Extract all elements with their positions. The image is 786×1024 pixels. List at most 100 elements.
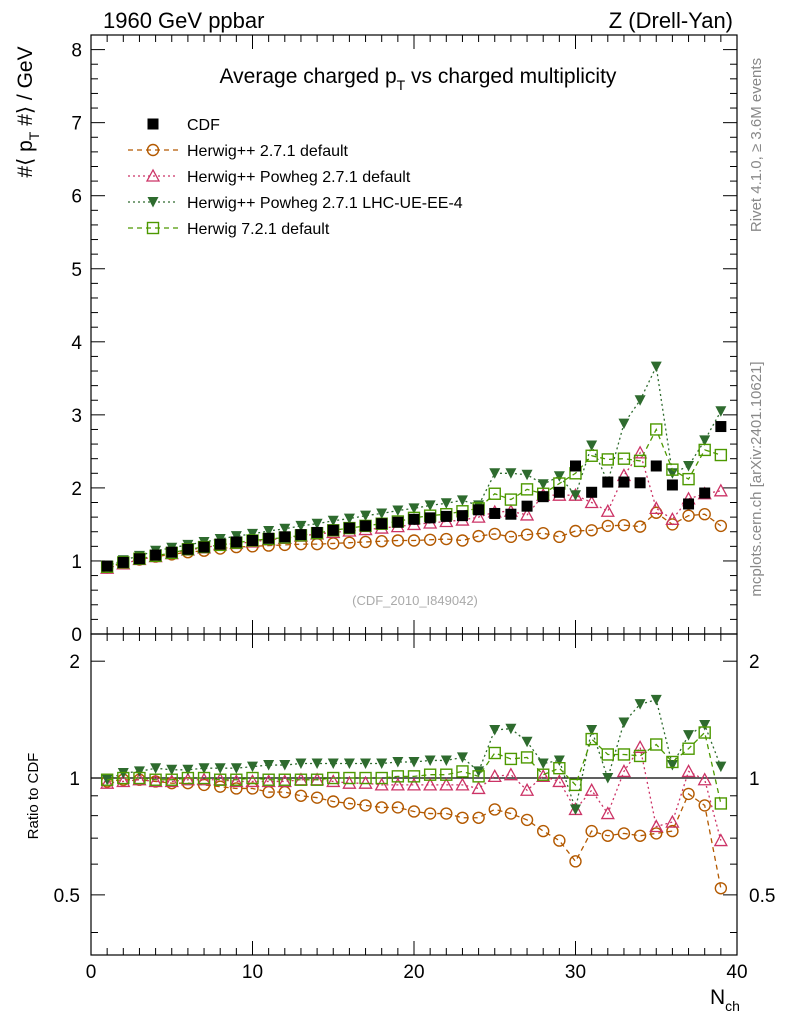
y-tick-label: 0 (71, 625, 82, 646)
ratio-point (310, 773, 324, 786)
main-point (699, 487, 711, 499)
legend-label: Herwig++ 2.7.1 default (187, 143, 349, 160)
main-point (488, 487, 501, 500)
ratio-point (553, 755, 565, 766)
ratio-point (166, 764, 178, 776)
ratio-point (246, 771, 259, 785)
main-point (343, 536, 356, 549)
ratio-point (649, 819, 664, 833)
main-point (569, 524, 582, 538)
y-tick-label: 4 (71, 333, 82, 354)
header-process: Z (Drell-Yan) (609, 8, 733, 33)
main-point (440, 510, 452, 522)
ratio-point (633, 749, 647, 763)
main-point (456, 510, 468, 522)
main-point (279, 523, 291, 535)
y-tick-label: 7 (71, 114, 82, 135)
main-point (537, 479, 549, 490)
main-point (392, 505, 404, 517)
ratio-y-tick-label-right: 0.5 (749, 886, 775, 907)
main-point (392, 516, 404, 528)
main-point (488, 527, 501, 541)
ratio-point (391, 770, 405, 783)
ratio-point (100, 775, 115, 789)
ratio-point (616, 764, 632, 778)
main-point (230, 531, 242, 542)
ratio-point (180, 772, 195, 786)
legend-entry-herwig-7-2-1-default: Herwig 7.2.1 default (128, 221, 330, 238)
ratio-point (343, 758, 355, 770)
main-series-herwig-powheg-2-7-1-lhc-ue-ee-4 (101, 361, 727, 572)
ratio-point (358, 775, 373, 789)
main-point (585, 449, 598, 462)
main-point (714, 519, 728, 533)
main-point (715, 406, 727, 417)
main-point (617, 452, 631, 465)
main-point (311, 518, 323, 530)
main-point (682, 509, 695, 522)
ratio-point (586, 724, 598, 736)
ratio-y-tick-label-right: 1 (749, 769, 760, 790)
ratio-point (584, 782, 599, 796)
main-point (247, 528, 258, 540)
ratio-y-tick-label: 2 (69, 652, 80, 673)
legend-entry-herwig-powheg-2-7-1-lhc-ue-ee-4: Herwig++ Powheg 2.7.1 LHC-UE-EE-4 (128, 195, 463, 212)
ratio-point (247, 761, 258, 773)
ratio-point (196, 772, 212, 786)
main-point (408, 503, 420, 514)
main-point (472, 529, 485, 543)
ratio-point (665, 814, 680, 828)
legend-marker (145, 168, 161, 182)
ratio-point (683, 730, 695, 741)
main-point (182, 543, 194, 555)
ratio-point (149, 773, 162, 786)
ratio-point (342, 775, 357, 789)
ratio-point (682, 787, 695, 801)
ratio-point (375, 771, 388, 785)
main-point (553, 530, 566, 544)
main-point (666, 463, 679, 476)
ratio-point (553, 834, 566, 847)
main-point (440, 532, 453, 546)
ratio-point (213, 780, 227, 793)
main-point (553, 486, 565, 498)
x-tick-label: 40 (726, 962, 747, 983)
ratio-point (165, 773, 178, 786)
ratio-point (213, 773, 227, 786)
main-point (279, 531, 291, 543)
main-point (585, 524, 598, 537)
ratio-point (277, 774, 292, 788)
x-axis-label: Nch (710, 986, 740, 1014)
ratio-point (552, 774, 567, 788)
main-point (440, 498, 452, 509)
main-y-axis-label: #⟨ pT #⟩ / GeV (14, 46, 42, 177)
legend-label: Herwig 7.2.1 default (187, 221, 330, 238)
ratio-point (360, 758, 372, 770)
ratio-point (423, 768, 437, 781)
ratio-point (424, 755, 436, 766)
legend-label: Herwig++ Powheg 2.7.1 LHC-UE-EE-4 (187, 195, 463, 212)
ratio-point (408, 756, 420, 768)
ratio-point (489, 724, 501, 736)
ratio-point (585, 732, 598, 746)
main-point (295, 529, 307, 541)
legend-label: CDF (187, 117, 220, 134)
main-point (376, 508, 388, 519)
main-point (634, 477, 646, 489)
mcplots-label: mcplots.cern.ch [arXiv:2401.10621] (748, 361, 765, 596)
main-point (424, 512, 436, 524)
ratio-point (617, 748, 631, 761)
ratio-point (343, 797, 356, 810)
main-point (376, 518, 388, 530)
main-point (198, 541, 210, 553)
legend-marker (147, 197, 159, 208)
main-point (520, 483, 534, 496)
main-point (359, 535, 372, 549)
ratio-point (182, 764, 194, 776)
ratio-point (633, 829, 647, 842)
ratio-point (456, 752, 468, 763)
ratio-point (601, 829, 614, 842)
ratio-point (682, 742, 695, 755)
legend: CDF Herwig++ 2.7.1 default Herwig++ Powheg… (128, 117, 463, 238)
